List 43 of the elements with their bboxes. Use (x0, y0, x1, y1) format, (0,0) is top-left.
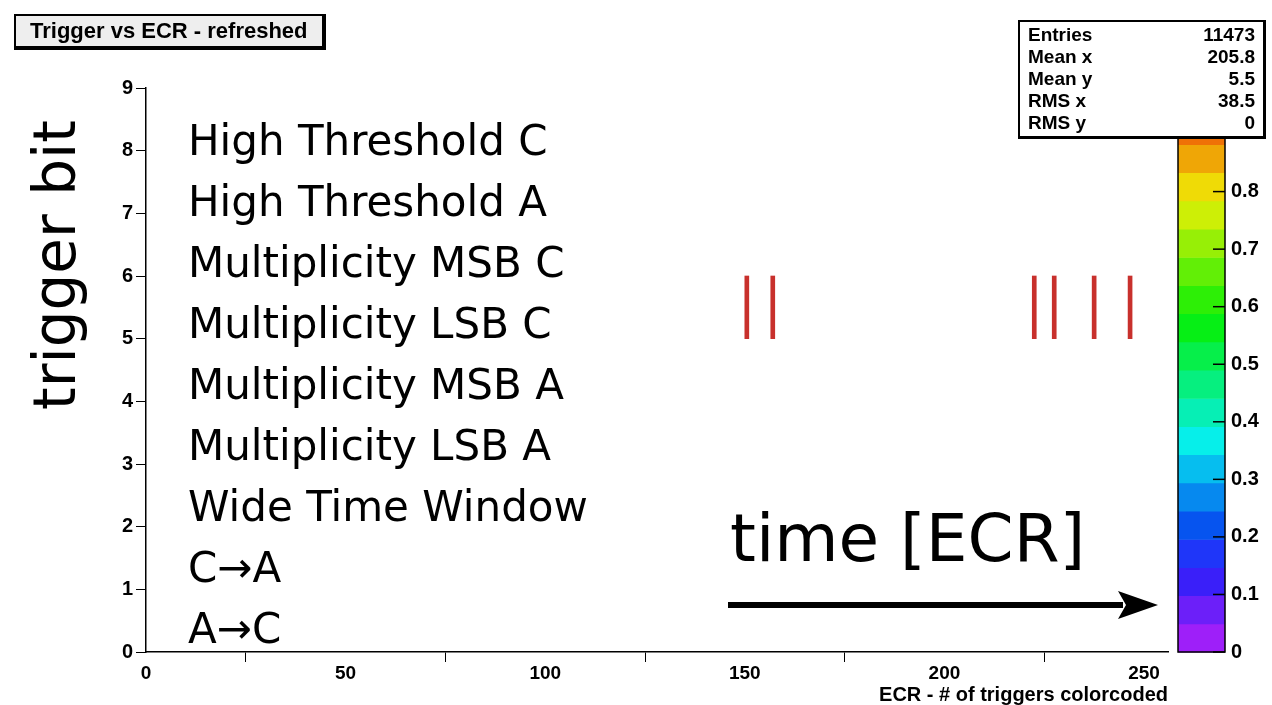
annotation: Wide Time Window (188, 482, 588, 531)
color-bar-label: 0.7 (1231, 236, 1259, 259)
y-tick-label: 6 (121, 263, 133, 286)
text: Mean y 5.5 (1028, 68, 1255, 89)
color-bar-label: 0.2 (1231, 524, 1259, 547)
text: RMS x 38.5 (1028, 90, 1255, 111)
y-tick-label: 9 (121, 75, 133, 98)
x-tick-label: 50 (335, 661, 357, 683)
x-axis-title: ECR - # of triggers colorcoded (879, 683, 1168, 705)
color-bar-label: 0 (1231, 639, 1243, 662)
chart-title: Trigger vs ECR - refreshed (14, 14, 326, 50)
y-tick-label: 3 (121, 451, 133, 474)
y-tick-label: 1 (121, 576, 133, 599)
x-tick-label: 250 (1128, 661, 1160, 683)
y-tick-label: 0 (121, 639, 133, 662)
annotation: Multiplicity MSB C (188, 238, 565, 287)
text: Mean x 205.8 (1028, 46, 1255, 67)
annotation: Multiplicity LSB C (188, 299, 552, 348)
color-bar-label: 0.3 (1231, 466, 1259, 489)
annotation: C→A (188, 543, 282, 592)
color-bar-label: 0.8 (1231, 179, 1259, 202)
y-tick-label: 2 (121, 514, 133, 537)
annotation: time [ECR] (730, 500, 1086, 577)
text: Entries 11473 (1028, 24, 1255, 45)
x-tick-label: 200 (928, 661, 961, 683)
annotation: Multiplicity LSB A (188, 421, 552, 470)
text: RMS y 0 (1028, 112, 1255, 133)
y-tick-label: 4 (121, 388, 134, 411)
annotation: High Threshold A (188, 177, 548, 226)
y-axis-title: trigger bit (21, 120, 89, 410)
color-bar-label: 0.1 (1231, 581, 1259, 604)
color-bar-label: 0.4 (1231, 409, 1260, 432)
y-tick-label: 7 (121, 200, 133, 223)
x-tick-label: 100 (529, 661, 562, 683)
x-tick-label: 150 (728, 661, 761, 683)
color-bar-label: 0.5 (1231, 351, 1259, 374)
color-bar-label: 0.6 (1231, 294, 1259, 317)
annotation: Multiplicity MSB A (188, 360, 565, 409)
annotation: High Threshold C (188, 116, 548, 165)
y-tick-label: 5 (121, 326, 133, 349)
x-tick-label: 0 (140, 661, 152, 683)
y-tick-label: 8 (121, 138, 133, 161)
annotation: A→C (188, 604, 282, 653)
